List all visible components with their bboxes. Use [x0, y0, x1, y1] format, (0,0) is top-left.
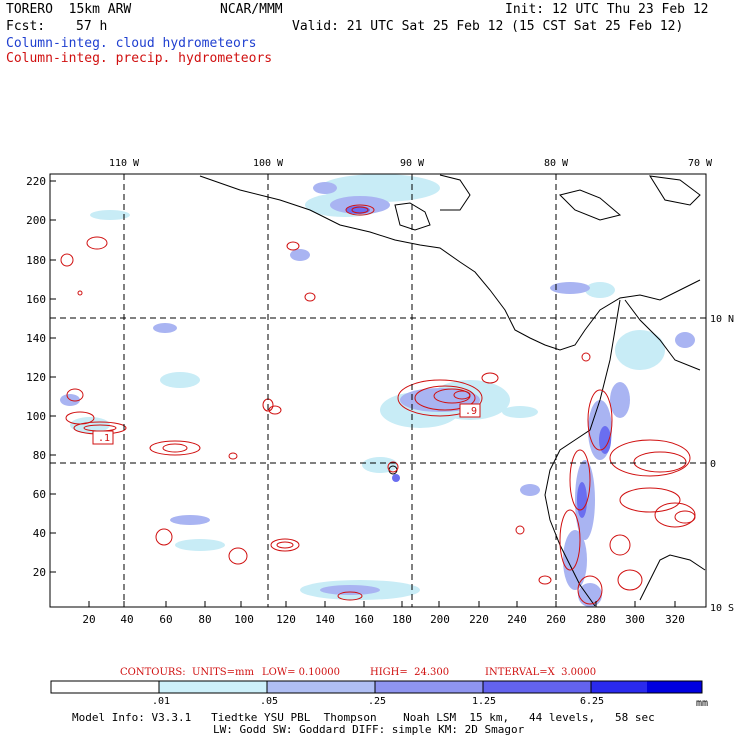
init-time: Init: 12 UTC Thu 23 Feb 12 — [505, 2, 709, 17]
model-title: TORERO 15km ARW — [6, 2, 132, 17]
y-tick-220: 220 — [26, 175, 46, 188]
y-tick-100: 100 — [26, 410, 46, 423]
legend-precip: Column-integ. precip. hydrometeors — [6, 51, 273, 66]
lon-label-110w: 110 W — [109, 158, 140, 169]
x-tick-300: 300 — [625, 613, 645, 626]
x-tick-120: 120 — [276, 613, 296, 626]
contours-units: UNITS=mm — [192, 667, 254, 678]
lon-label-100w: 100 W — [253, 158, 284, 169]
map-frame — [49, 173, 707, 608]
y-tick-160: 160 — [26, 293, 46, 306]
contour-label-low: .1 — [98, 433, 110, 444]
lon-label-70w: 70 W — [688, 158, 713, 169]
legend-cloud: Column-integ. cloud hydrometeors — [6, 36, 257, 51]
forecast-hours: 57 h — [76, 19, 108, 34]
contours-label: CONTOURS: — [120, 667, 186, 678]
colorbar-unit: mm — [696, 698, 709, 709]
lon-label-90w: 90 W — [400, 158, 425, 169]
x-tick-200: 200 — [430, 613, 450, 626]
contours-high: HIGH= 24.300 — [370, 667, 450, 678]
colorbar-label-2: .05 — [260, 696, 279, 707]
x-tick-160: 160 — [354, 613, 374, 626]
lat-label-0: 0 — [710, 459, 716, 470]
y-tick-80: 80 — [33, 449, 46, 462]
coastlines — [199, 174, 706, 607]
contours-low: LOW= 0.10000 — [262, 667, 341, 678]
x-tick-320: 320 — [665, 613, 685, 626]
colorbar-label-3: .25 — [368, 696, 387, 707]
x-tick-280: 280 — [586, 613, 606, 626]
contours-interval: INTERVAL=X 3.0000 — [485, 667, 597, 678]
model-info-line1: Model Info: V3.3.1 Tiedtke YSU PBL Thomp… — [72, 711, 655, 724]
latlon-grid — [50, 174, 706, 607]
y-tick-40: 40 — [33, 527, 46, 540]
x-tick-100: 100 — [234, 613, 254, 626]
x-tick-260: 260 — [546, 613, 566, 626]
contour-label-high: .9 — [465, 406, 477, 417]
org-label: NCAR/MMM — [220, 2, 283, 17]
x-tick-220: 220 — [469, 613, 489, 626]
colorbar-label-5: 6.25 — [580, 696, 605, 707]
model-info-line2: LW: Godd SW: Goddard DIFF: simple KM: 2D… — [213, 723, 525, 736]
x-tick-60: 60 — [159, 613, 172, 626]
x-tick-240: 240 — [507, 613, 527, 626]
y-tick-180: 180 — [26, 254, 46, 267]
x-tick-140: 140 — [315, 613, 335, 626]
x-tick-20: 20 — [82, 613, 95, 626]
colorbar-label-4: 1.25 — [472, 696, 497, 707]
y-tick-200: 200 — [26, 214, 46, 227]
lat-label-10s: 10 S — [710, 603, 734, 614]
y-tick-20: 20 — [33, 566, 46, 579]
precip-contours — [60, 204, 696, 605]
colorbar — [50, 680, 703, 694]
x-tick-180: 180 — [392, 613, 412, 626]
lat-label-10n: 10 N — [710, 314, 734, 325]
y-tick-140: 140 — [26, 332, 46, 345]
valid-time: Valid: 21 UTC Sat 25 Feb 12 (15 CST Sat … — [292, 19, 684, 34]
y-tick-120: 120 — [26, 371, 46, 384]
colorbar-label-1: .01 — [152, 696, 171, 707]
lon-label-80w: 80 W — [544, 158, 569, 169]
x-tick-40: 40 — [120, 613, 133, 626]
forecast-label: Fcst: — [6, 19, 46, 34]
y-tick-60: 60 — [33, 488, 46, 501]
x-tick-80: 80 — [198, 613, 211, 626]
